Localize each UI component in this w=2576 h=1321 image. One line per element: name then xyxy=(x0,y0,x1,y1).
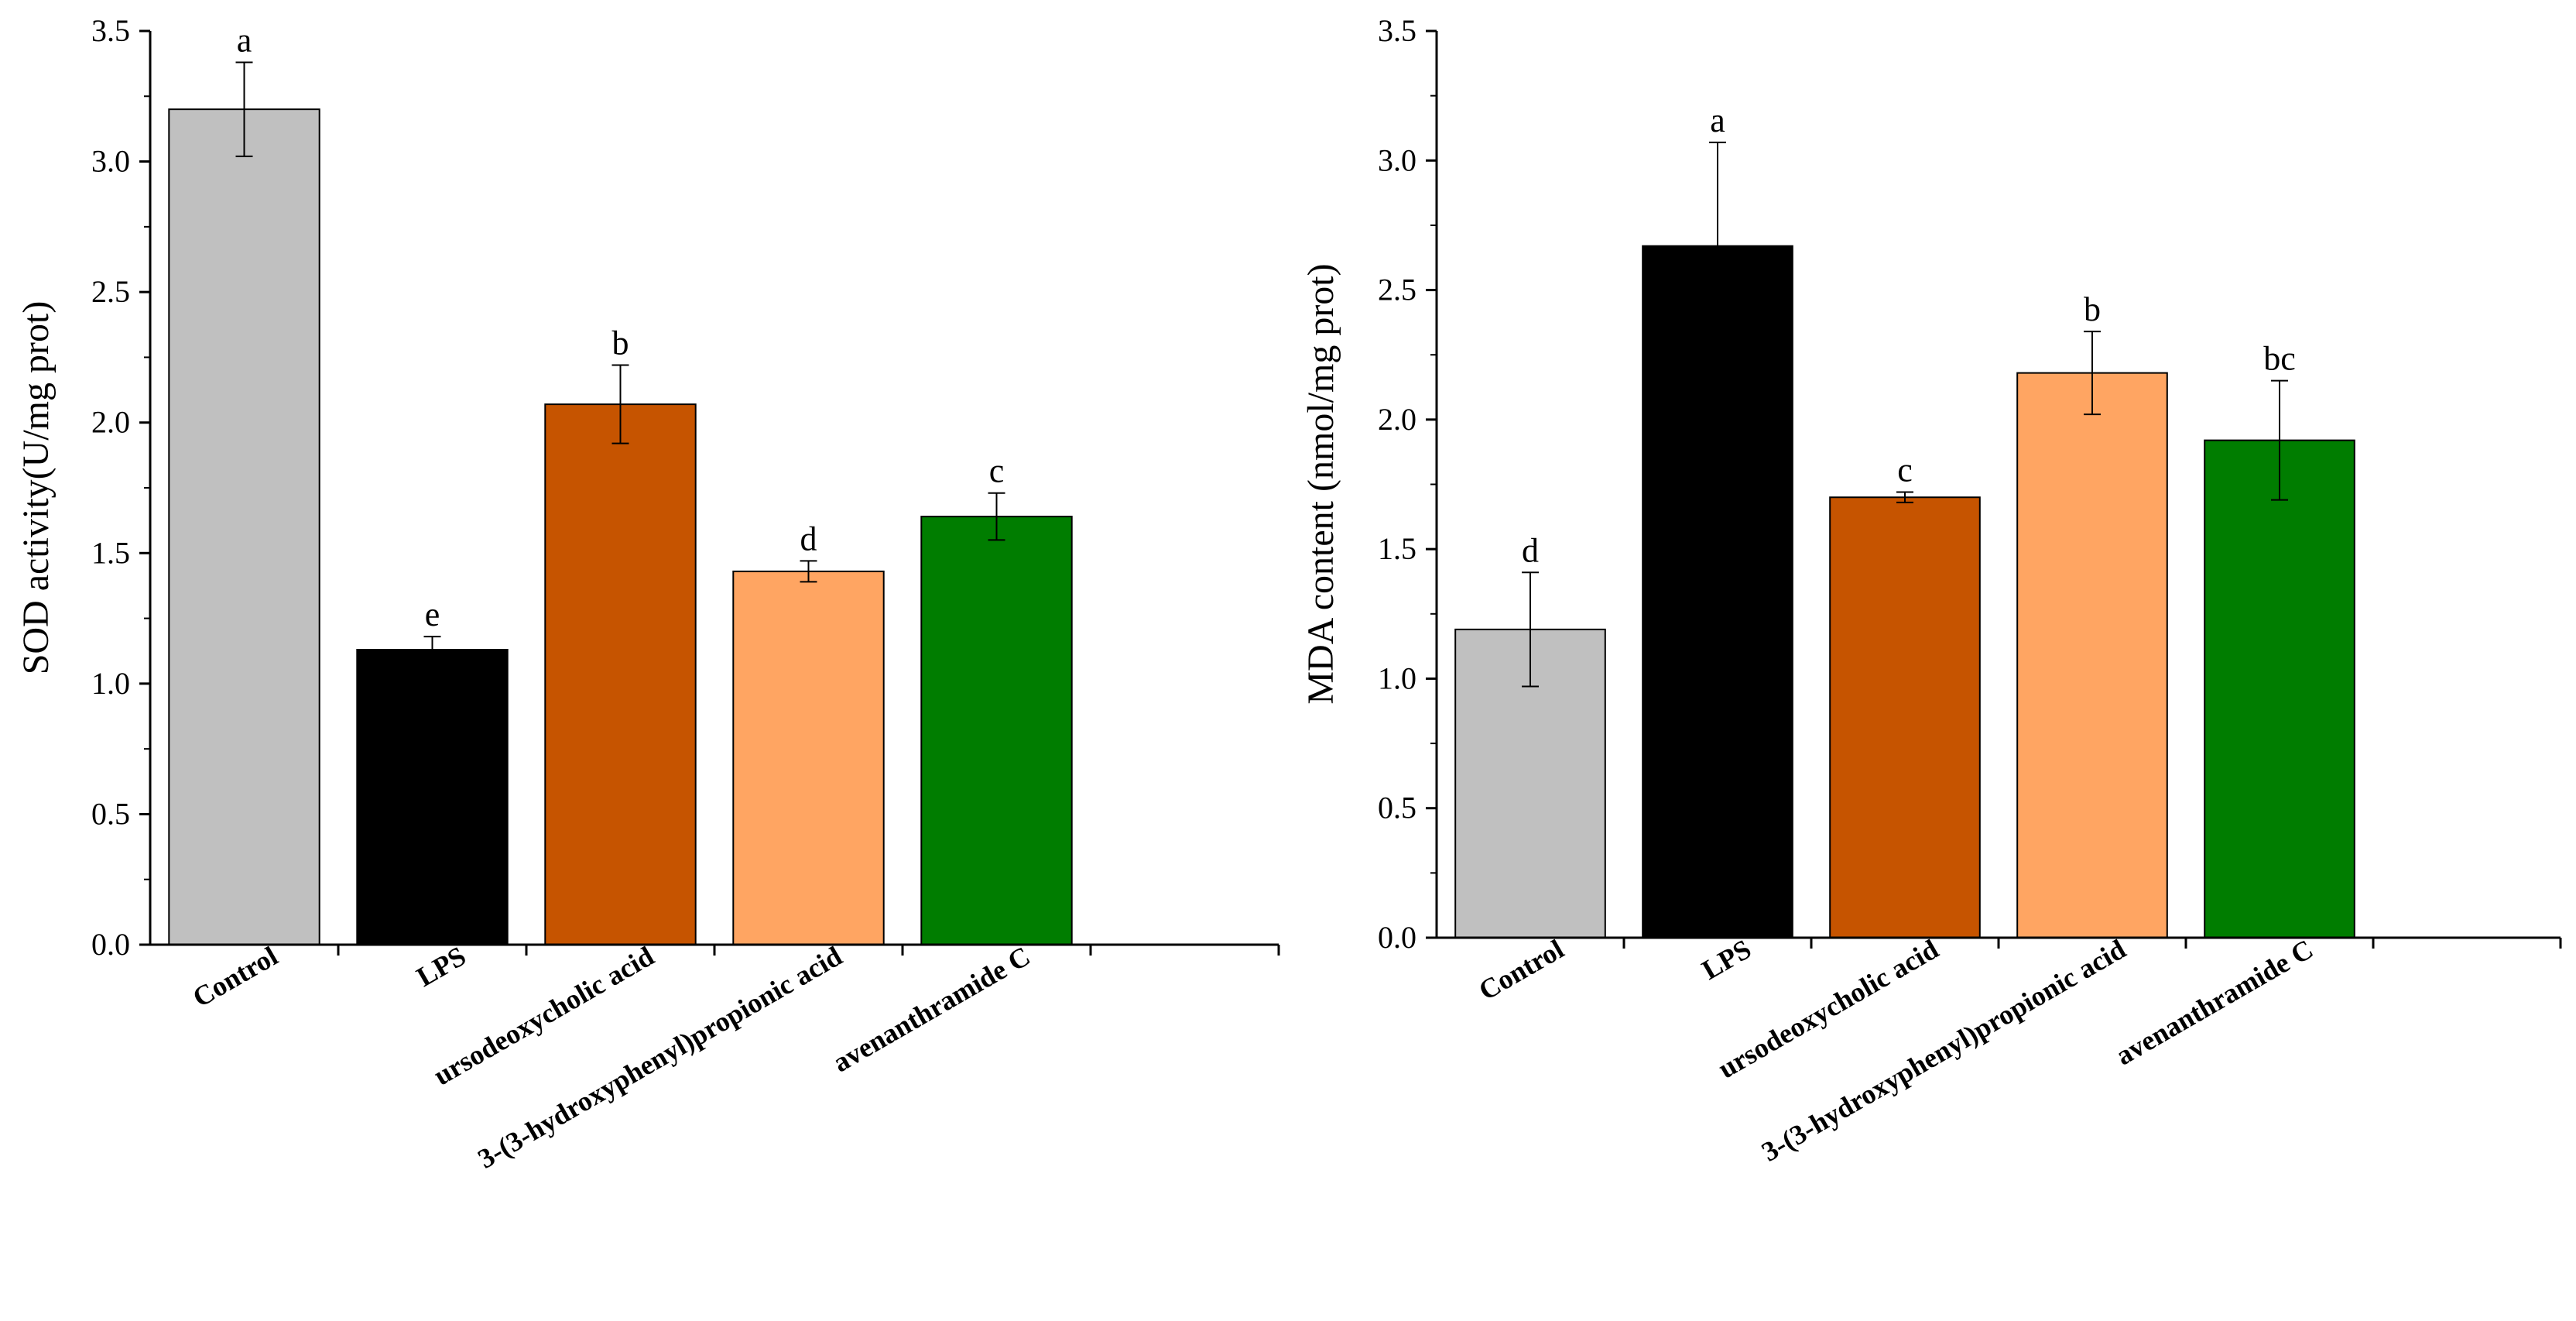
y-tick-label: 0.5 xyxy=(91,796,130,831)
y-tick-label: 0.0 xyxy=(1378,920,1416,955)
bar-3-3-hydroxyphenyl-propionic-acid xyxy=(2016,372,2168,938)
y-tick-label: 0.0 xyxy=(91,927,130,962)
error-bar-lps xyxy=(423,636,441,664)
error-bar-3-3-hydroxyphenyl-propionic-acid xyxy=(800,560,817,583)
error-bar-avenanthramide-c xyxy=(988,492,1005,541)
significance-label-avenanthramide-c: bc xyxy=(2263,340,2296,378)
bar-avenanthramide-c xyxy=(920,516,1073,945)
bar-avenanthramide-c xyxy=(2204,439,2355,938)
error-bar-ursodeoxycholic-acid xyxy=(1896,491,1913,503)
y-tick-label: 0.5 xyxy=(1378,791,1416,825)
y-tick-label: 1.5 xyxy=(1378,531,1416,566)
x-tick-label-3-3-hydroxyphenyl-propionic-acid: 3-(3-hydroxyphenyl)propionic acid xyxy=(1756,933,2131,1168)
bar-lps xyxy=(1642,245,1793,938)
y-tick-label: 3.5 xyxy=(1378,13,1416,48)
y-tick-label: 3.5 xyxy=(91,13,130,48)
significance-label-control: a xyxy=(237,21,252,59)
error-bar-avenanthramide-c xyxy=(2271,379,2288,501)
x-tick-label-control: Control xyxy=(187,940,283,1013)
y-tick-label: 2.0 xyxy=(1378,402,1416,437)
bar-ursodeoxycholic-acid xyxy=(544,403,697,945)
y-tick-label: 1.5 xyxy=(91,535,130,570)
y-tick-label: 3.0 xyxy=(91,144,130,179)
y-tick-label: 2.5 xyxy=(91,274,130,309)
significance-label-avenanthramide-c: c xyxy=(989,452,1005,490)
error-bar-control xyxy=(1522,571,1539,688)
y-axis-title: MDA content (nmol/mg prot) xyxy=(1300,263,1341,704)
x-tick-label-control: Control xyxy=(1474,933,1569,1006)
y-tick-label: 2.0 xyxy=(91,405,130,440)
mda-content-chart: d a c b bc 0.0 0.5 1.0 1.5 2.0 2.5 3.0 3.5 Control LPS… xyxy=(1300,13,2562,1168)
significance-label-lps: e xyxy=(425,595,440,633)
error-bar-lps xyxy=(1709,141,1726,351)
error-bar-3-3-hydroxyphenyl-propionic-acid xyxy=(2084,331,2101,416)
significance-label-ursodeoxycholic-acid: c xyxy=(1897,451,1913,489)
bar-3-3-hydroxyphenyl-propionic-acid xyxy=(732,570,885,946)
x-tick-label-3-3-hydroxyphenyl-propionic-acid: 3-(3-hydroxyphenyl)propionic acid xyxy=(473,940,848,1175)
significance-label-lps: a xyxy=(1710,101,1725,139)
y-tick-label: 1.0 xyxy=(1378,660,1416,695)
error-bar-ursodeoxycholic-acid xyxy=(611,364,629,444)
x-tick-label-lps: LPS xyxy=(411,940,471,993)
bar-control xyxy=(168,108,320,946)
y-tick-label: 2.5 xyxy=(1378,273,1416,307)
y-tick-label: 3.0 xyxy=(1378,142,1416,177)
significance-label-control: d xyxy=(1522,531,1539,569)
significance-label-ursodeoxycholic-acid: b xyxy=(612,324,629,362)
significance-label-3-3-hydroxyphenyl-propionic-acid: d xyxy=(800,520,817,558)
significance-label-3-3-hydroxyphenyl-propionic-acid: b xyxy=(2084,290,2101,328)
x-tick-label-avenanthramide-c: avenanthramide C xyxy=(827,940,1036,1078)
y-tick-label: 1.0 xyxy=(91,666,130,701)
bar-lps xyxy=(356,649,509,945)
x-tick-label-avenanthramide-c: avenanthramide C xyxy=(2110,933,2318,1071)
x-tick-label-lps: LPS xyxy=(1697,933,1756,986)
bar-ursodeoxycholic-acid xyxy=(1829,496,1981,938)
y-axis-title: SOD activity(U/mg prot) xyxy=(15,301,57,675)
error-bar-control xyxy=(235,61,253,157)
